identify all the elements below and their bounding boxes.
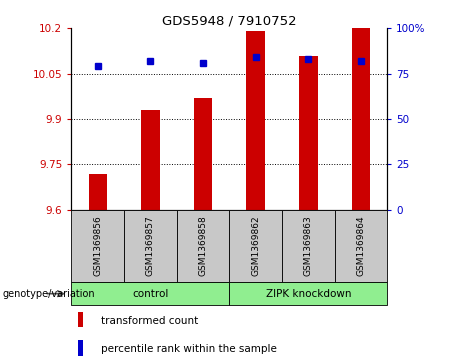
Text: GSM1369856: GSM1369856 — [93, 216, 102, 277]
Text: ZIPK knockdown: ZIPK knockdown — [266, 289, 351, 299]
Text: GSM1369863: GSM1369863 — [304, 216, 313, 277]
Text: transformed count: transformed count — [101, 316, 199, 326]
Bar — [247, 31, 265, 210]
Bar — [141, 110, 160, 210]
Bar — [177, 210, 229, 282]
Bar — [78, 312, 83, 327]
Bar — [229, 282, 387, 305]
Text: GSM1369862: GSM1369862 — [251, 216, 260, 277]
Bar — [335, 210, 387, 282]
Text: GSM1369857: GSM1369857 — [146, 216, 155, 277]
Bar — [282, 210, 335, 282]
Title: GDS5948 / 7910752: GDS5948 / 7910752 — [162, 14, 297, 27]
Bar — [194, 98, 212, 210]
Text: genotype/variation: genotype/variation — [2, 289, 95, 299]
Bar — [299, 56, 318, 210]
Bar — [124, 210, 177, 282]
Bar — [71, 282, 229, 305]
Text: percentile rank within the sample: percentile rank within the sample — [101, 344, 278, 354]
Text: GSM1369858: GSM1369858 — [199, 216, 207, 277]
Bar — [78, 340, 83, 356]
Bar — [71, 210, 124, 282]
Bar — [89, 174, 107, 210]
Text: control: control — [132, 289, 169, 299]
Bar — [229, 210, 282, 282]
Bar — [352, 28, 370, 210]
Text: GSM1369864: GSM1369864 — [356, 216, 366, 277]
